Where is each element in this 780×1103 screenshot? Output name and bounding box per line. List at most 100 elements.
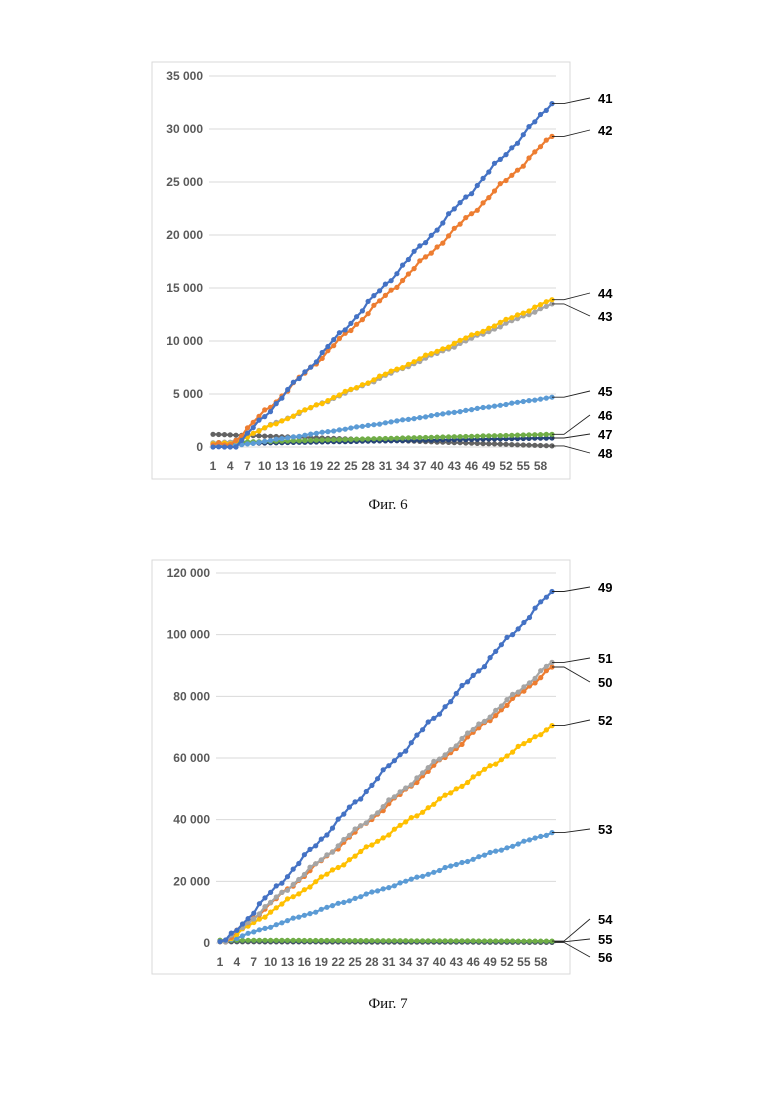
- data-point: [516, 744, 521, 749]
- data-point: [268, 422, 273, 427]
- data-point: [510, 632, 515, 637]
- data-point: [486, 441, 491, 446]
- data-point: [369, 842, 374, 847]
- data-point: [469, 407, 474, 412]
- data-point: [245, 431, 250, 436]
- data-point: [420, 727, 425, 732]
- data-point: [403, 785, 408, 790]
- data-point: [504, 938, 509, 943]
- data-point: [307, 865, 312, 870]
- data-point: [458, 434, 463, 439]
- data-point: [435, 412, 440, 417]
- data-point: [446, 211, 451, 216]
- data-point: [308, 432, 313, 437]
- data-point: [533, 734, 538, 739]
- data-point: [369, 938, 374, 943]
- data-point: [279, 938, 284, 943]
- data-point: [354, 437, 359, 442]
- data-point: [383, 372, 388, 377]
- x-tick-label: 52: [499, 459, 513, 473]
- data-point: [313, 843, 318, 848]
- data-point: [509, 315, 514, 320]
- data-point: [369, 783, 374, 788]
- data-point: [533, 835, 538, 840]
- data-point: [463, 215, 468, 220]
- data-point: [493, 938, 498, 943]
- x-tick-label: 7: [250, 955, 257, 969]
- series-callout-label: 49: [598, 580, 612, 595]
- data-point: [465, 780, 470, 785]
- data-point: [354, 322, 359, 327]
- data-point: [426, 872, 431, 877]
- data-point: [268, 438, 273, 443]
- data-point: [251, 938, 256, 943]
- data-point: [341, 837, 346, 842]
- data-point: [302, 852, 307, 857]
- data-point: [325, 437, 330, 442]
- x-tick-label: 22: [327, 459, 341, 473]
- data-point: [320, 437, 325, 442]
- data-point: [216, 432, 221, 437]
- data-point: [341, 812, 346, 817]
- data-point: [353, 938, 358, 943]
- data-point: [417, 435, 422, 440]
- data-point: [291, 414, 296, 419]
- data-point: [486, 195, 491, 200]
- data-point: [353, 826, 358, 831]
- data-point: [246, 938, 251, 943]
- data-point: [262, 895, 267, 900]
- y-tick-label: 35 000: [166, 69, 203, 83]
- data-point: [348, 425, 353, 430]
- data-point: [414, 938, 419, 943]
- data-point: [403, 938, 408, 943]
- data-point: [343, 327, 348, 332]
- data-point: [406, 435, 411, 440]
- data-point: [435, 228, 440, 233]
- x-tick-label: 37: [413, 459, 427, 473]
- chart-frame: [152, 560, 570, 974]
- data-point: [499, 757, 504, 762]
- data-point: [459, 683, 464, 688]
- data-point: [544, 664, 549, 669]
- data-point: [521, 399, 526, 404]
- data-point: [229, 931, 234, 936]
- data-point: [503, 402, 508, 407]
- data-point: [493, 649, 498, 654]
- data-point: [476, 854, 481, 859]
- data-point: [366, 311, 371, 316]
- data-point: [279, 881, 284, 886]
- data-point: [308, 365, 313, 370]
- x-tick-label: 16: [298, 955, 312, 969]
- data-point: [465, 859, 470, 864]
- data-point: [313, 938, 318, 943]
- data-point: [377, 422, 382, 427]
- data-point: [330, 938, 335, 943]
- x-tick-label: 34: [396, 459, 410, 473]
- data-point: [414, 875, 419, 880]
- data-point: [475, 208, 480, 213]
- data-point: [459, 860, 464, 865]
- data-point: [403, 819, 408, 824]
- data-point: [320, 350, 325, 355]
- data-point: [291, 894, 296, 899]
- data-point: [403, 879, 408, 884]
- data-point: [377, 298, 382, 303]
- series-callout-label: 44: [598, 286, 613, 301]
- data-point: [256, 418, 261, 423]
- x-tick-label: 40: [433, 955, 447, 969]
- data-point: [498, 157, 503, 162]
- data-point: [527, 738, 532, 743]
- data-point: [319, 857, 324, 862]
- data-point: [471, 857, 476, 862]
- data-point: [319, 907, 324, 912]
- x-tick-label: 34: [399, 955, 413, 969]
- data-point: [217, 939, 222, 944]
- data-point: [426, 805, 431, 810]
- data-point: [375, 810, 380, 815]
- data-point: [414, 775, 419, 780]
- data-point: [544, 939, 549, 944]
- data-point: [285, 416, 290, 421]
- data-point: [389, 369, 394, 374]
- series-callout-label: 42: [598, 123, 612, 138]
- data-point: [279, 436, 284, 441]
